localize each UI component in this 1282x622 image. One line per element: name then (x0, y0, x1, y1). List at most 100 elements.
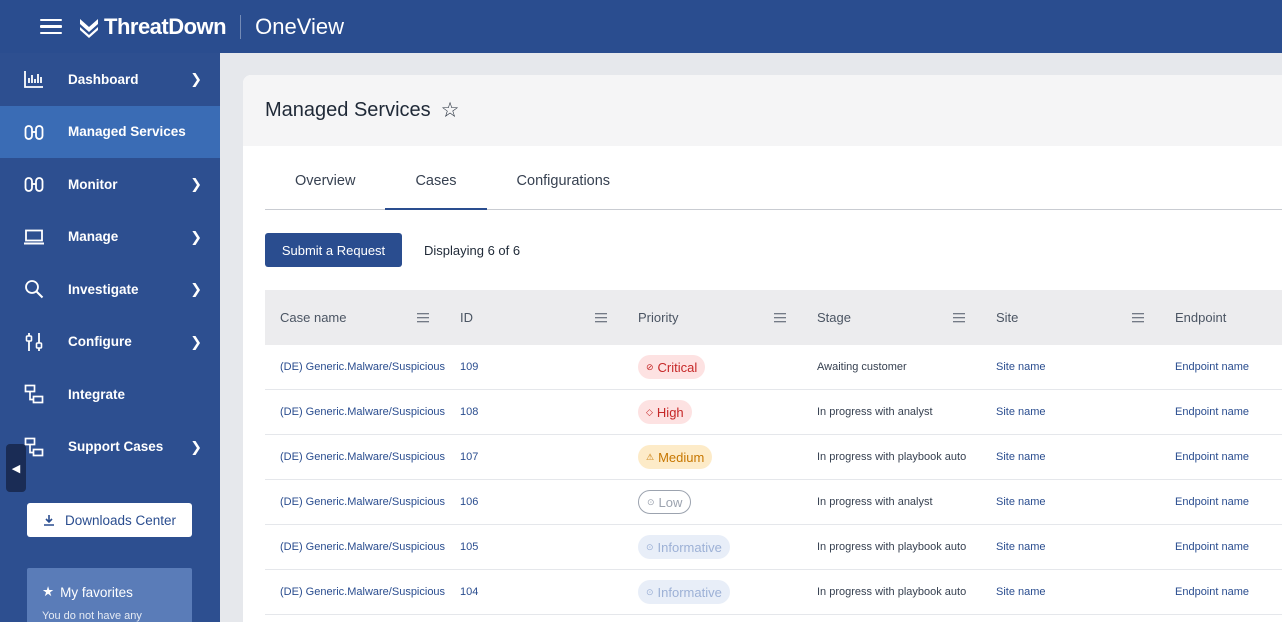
column-header-case-name[interactable]: Case name (265, 290, 445, 345)
case-name-link[interactable]: (DE) Generic.Malware/Suspicious (280, 541, 445, 553)
sidebar-item-support-cases[interactable]: Support Cases ❯ (0, 421, 220, 474)
stage-cell: Awaiting customer (817, 361, 907, 373)
hamburger-menu-icon[interactable] (40, 18, 62, 35)
column-menu-icon[interactable] (595, 312, 607, 323)
case-id[interactable]: 105 (460, 541, 479, 553)
table-header: Case name ID Priority Stage Site Endpoin… (265, 290, 1282, 345)
column-label: Stage (817, 310, 851, 325)
stage-cell: In progress with playbook auto (817, 451, 967, 463)
sidebar-item-integrate[interactable]: Integrate (0, 368, 220, 421)
column-menu-icon[interactable] (417, 312, 429, 323)
column-label: Endpoint (1175, 310, 1227, 325)
table-row[interactable]: (DE) Generic.Malware/Suspicious 105 ⊙ Infor… (265, 525, 1282, 570)
table-body: (DE) Generic.Malware/Suspicious 109 ⊘ Criti… (265, 345, 1282, 615)
table-row[interactable]: (DE) Generic.Malware/Suspicious 109 ⊘ Criti… (265, 345, 1282, 390)
sidebar-item-managed-services[interactable]: Managed Services (0, 105, 220, 158)
case-name-link[interactable]: (DE) Generic.Malware/Suspicious (280, 406, 445, 418)
table-row[interactable]: (DE) Generic.Malware/Suspicious 108 ◇ High I… (265, 390, 1282, 435)
tab-overview[interactable]: Overview (265, 173, 385, 209)
favorites-empty-text: You do not have any (42, 610, 142, 622)
priority-icon: ⚠ (646, 451, 655, 462)
endpoint-link[interactable]: Endpoint name (1175, 541, 1249, 553)
case-name-link[interactable]: (DE) Generic.Malware/Suspicious (280, 451, 445, 463)
stage-cell: In progress with analyst (817, 406, 933, 418)
caret-left-icon: ◀ (11, 462, 21, 475)
case-name-link[interactable]: (DE) Generic.Malware/Suspicious (280, 496, 445, 508)
endpoint-link[interactable]: Endpoint name (1175, 406, 1249, 418)
priority-icon: ⊙ (646, 586, 654, 597)
priority-badge: ◇ High (638, 400, 692, 424)
sidebar-item-label: Configure (68, 334, 132, 350)
site-link[interactable]: Site name (996, 451, 1046, 463)
sidebar: Dashboard ❯ Managed Services Monitor ❯ M… (0, 53, 220, 622)
sidebar-item-label: Manage (68, 229, 119, 245)
priority-badge: ⊙ Low (638, 490, 692, 514)
sidebar-item-label: Monitor (68, 176, 118, 192)
column-label: ID (460, 310, 473, 325)
column-menu-icon[interactable] (774, 312, 786, 323)
priority-badge: ⊙ Informative (638, 535, 730, 559)
case-name-link[interactable]: (DE) Generic.Malware/Suspicious (280, 586, 445, 598)
tab-label: Cases (415, 173, 457, 189)
tab-bar: Overview Cases Configurations (265, 173, 1282, 210)
tab-configurations[interactable]: Configurations (487, 173, 641, 209)
table-row[interactable]: (DE) Generic.Malware/Suspicious 107 ⚠ Mediu… (265, 435, 1282, 480)
column-header-id[interactable]: ID (445, 290, 623, 345)
priority-label: Medium (658, 449, 705, 465)
submit-request-button[interactable]: Submit a Request (265, 233, 402, 267)
column-header-stage[interactable]: Stage (802, 290, 981, 345)
table-row[interactable]: (DE) Generic.Malware/Suspicious 106 ⊙ Low In… (265, 480, 1282, 525)
site-link[interactable]: Site name (996, 361, 1046, 373)
priority-label: Informative (657, 539, 722, 555)
column-header-priority[interactable]: Priority (623, 290, 802, 345)
tab-cases[interactable]: Cases (385, 173, 487, 210)
sliders-icon (23, 331, 45, 353)
column-header-endpoint[interactable]: Endpoint (1160, 290, 1282, 345)
case-id[interactable]: 107 (460, 451, 479, 463)
integrate-icon (23, 383, 45, 405)
sidebar-item-dashboard[interactable]: Dashboard ❯ (0, 53, 220, 106)
star-icon: ★ (42, 584, 55, 599)
site-link[interactable]: Site name (996, 496, 1046, 508)
column-menu-icon[interactable] (953, 312, 965, 323)
main-panel: Managed Services ☆ Overview Cases Config… (243, 75, 1282, 622)
sidebar-item-manage[interactable]: Manage ❯ (0, 211, 220, 264)
chevron-right-icon: ❯ (190, 280, 202, 297)
priority-label: Informative (657, 584, 722, 600)
endpoint-link[interactable]: Endpoint name (1175, 496, 1249, 508)
endpoint-link[interactable]: Endpoint name (1175, 361, 1249, 373)
priority-label: Critical (657, 359, 698, 375)
priority-badge: ⊙ Informative (638, 580, 730, 604)
downloads-center-button[interactable]: Downloads Center (27, 503, 192, 537)
my-favorites-panel: ★ My favorites You do not have any (27, 568, 192, 622)
case-id[interactable]: 109 (460, 361, 479, 373)
endpoint-link[interactable]: Endpoint name (1175, 586, 1249, 598)
column-menu-icon[interactable] (1132, 312, 1144, 323)
sidebar-item-monitor[interactable]: Monitor ❯ (0, 158, 220, 211)
sidebar-item-label: Integrate (68, 386, 126, 402)
priority-cell: ⊘ Critical (623, 355, 802, 379)
cases-toolbar: Submit a Request Displaying 6 of 6 (265, 233, 520, 267)
case-id[interactable]: 106 (460, 496, 479, 508)
brand-name: ThreatDown (104, 13, 227, 39)
sidebar-item-configure[interactable]: Configure ❯ (0, 316, 220, 369)
collapse-sidebar-button[interactable]: ◀ (6, 444, 26, 492)
case-id[interactable]: 104 (460, 586, 479, 598)
sidebar-item-investigate[interactable]: Investigate ❯ (0, 263, 220, 316)
threatdown-logo[interactable]: ThreatDown (78, 13, 227, 40)
case-id[interactable]: 108 (460, 406, 479, 418)
site-link[interactable]: Site name (996, 541, 1046, 553)
endpoint-link[interactable]: Endpoint name (1175, 451, 1249, 463)
favorite-star-icon[interactable]: ☆ (440, 99, 460, 122)
priority-cell: ⊙ Informative (623, 535, 802, 559)
priority-icon: ⊙ (646, 541, 654, 552)
tab-label: Configurations (516, 173, 611, 189)
case-name-link[interactable]: (DE) Generic.Malware/Suspicious (280, 361, 445, 373)
site-link[interactable]: Site name (996, 406, 1046, 418)
table-row[interactable]: (DE) Generic.Malware/Suspicious 104 ⊙ Infor… (265, 570, 1282, 615)
chevron-right-icon: ❯ (190, 438, 202, 455)
site-link[interactable]: Site name (996, 586, 1046, 598)
priority-icon: ⊘ (646, 361, 654, 372)
chevron-right-icon: ❯ (190, 333, 202, 350)
column-header-site[interactable]: Site (981, 290, 1160, 345)
